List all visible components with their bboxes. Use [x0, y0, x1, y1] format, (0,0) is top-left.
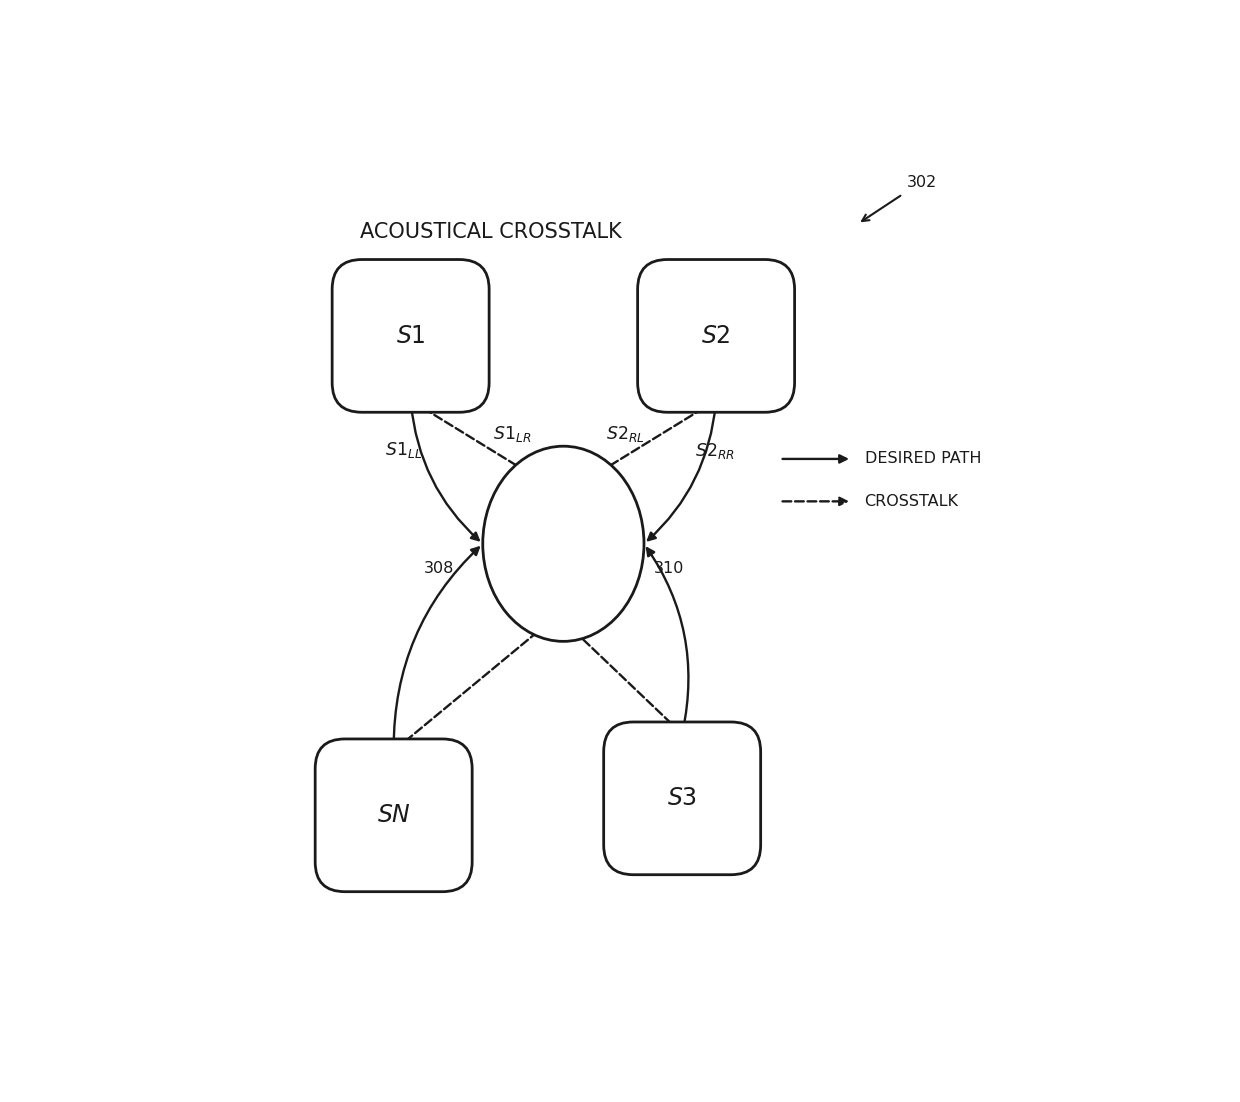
Text: $\it{S1}$: $\it{S1}$: [396, 324, 425, 348]
FancyBboxPatch shape: [332, 260, 489, 412]
Text: 316: 316: [339, 328, 368, 343]
FancyBboxPatch shape: [604, 722, 760, 875]
Text: 302: 302: [906, 175, 937, 191]
Ellipse shape: [482, 446, 644, 641]
FancyBboxPatch shape: [315, 739, 472, 892]
FancyBboxPatch shape: [637, 260, 795, 412]
Text: 310: 310: [655, 562, 684, 576]
Text: 308: 308: [423, 562, 454, 576]
Text: CROSSTALK: CROSSTALK: [864, 494, 959, 509]
Text: ACOUSTICAL CROSSTALK: ACOUSTICAL CROSSTALK: [360, 223, 621, 242]
Text: 320: 320: [378, 858, 409, 874]
Text: $S2_{RR}$: $S2_{RR}$: [694, 442, 735, 462]
Text: $\it{S2}$: $\it{S2}$: [702, 324, 730, 348]
Text: 318: 318: [765, 328, 796, 343]
Text: $\it{SN}$: $\it{SN}$: [377, 803, 410, 828]
Text: $S1_{LR}$: $S1_{LR}$: [494, 424, 531, 444]
Text: $\it{S3}$: $\it{S3}$: [667, 787, 697, 810]
Text: $S1_{LL}$: $S1_{LL}$: [386, 440, 423, 460]
Text: 322: 322: [729, 771, 759, 786]
Text: DESIRED PATH: DESIRED PATH: [864, 452, 981, 466]
Text: $S2_{RL}$: $S2_{RL}$: [606, 424, 645, 444]
